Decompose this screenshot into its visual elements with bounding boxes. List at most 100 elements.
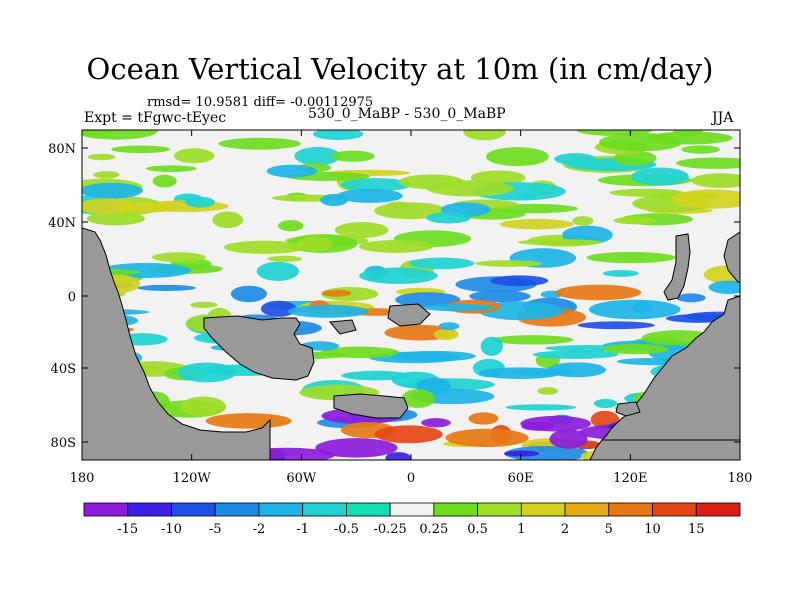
field-patch: [278, 220, 304, 232]
experiment-label: Expt = tFgwc-tEyec: [84, 110, 227, 126]
x-tick-label: 0: [407, 471, 415, 486]
field-patch: [313, 130, 364, 140]
field-patch: [503, 450, 540, 457]
colorbar-label: -5: [209, 522, 222, 537]
colorbar-label: 15: [688, 522, 705, 537]
field-patch: [572, 216, 594, 226]
field-patch: [469, 290, 531, 303]
field-patch: [294, 146, 341, 166]
field-patch: [190, 301, 218, 309]
colorbar-label: -10: [161, 522, 182, 537]
colorbar-box: [258, 502, 304, 517]
field-patch: [111, 145, 171, 154]
colorbar-label: 5: [605, 522, 613, 537]
field-patch: [490, 275, 549, 287]
field-patch: [438, 322, 460, 331]
field-patch: [297, 236, 333, 252]
land-patch-left: [329, 319, 357, 335]
field-patch: [260, 300, 297, 317]
field-patch: [315, 438, 398, 458]
field-patch: [613, 216, 657, 225]
colorbar-box: [83, 502, 129, 517]
field-patch: [671, 189, 740, 209]
x-tick-label: 120W: [173, 471, 212, 486]
colorbar-box: [127, 502, 172, 517]
colorbar-box: [564, 502, 610, 517]
field-patch: [395, 292, 461, 308]
field-patch: [421, 303, 495, 312]
y-tick-label: 80N: [48, 142, 76, 157]
colorbar-box: [520, 502, 566, 517]
land-north-america: [82, 227, 271, 460]
field-patch: [93, 171, 120, 179]
land-masses: [82, 227, 740, 460]
colorbar-box: [608, 502, 653, 517]
x-tick-label: 180: [70, 471, 95, 486]
field-patch: [468, 412, 499, 425]
field-patch: [609, 188, 685, 197]
field-patch: [520, 415, 592, 432]
colorbar-label: 0.25: [419, 522, 448, 537]
season-label: JJA: [712, 110, 734, 126]
colorbar-box: [477, 502, 522, 517]
colorbar: -15 -10 -5 -2 -1 -0.5 -0.25 0.25 0.5 1 2 5 10 15: [83, 502, 741, 537]
field-patch: [549, 429, 588, 449]
field-patch: [602, 343, 669, 355]
field-patch: [708, 280, 740, 294]
field-patch: [555, 284, 642, 301]
field-patch: [392, 350, 476, 362]
colorbar-box: [389, 502, 435, 517]
land-island-center: [333, 393, 409, 419]
field-patch: [613, 150, 657, 166]
field-patch: [180, 396, 227, 417]
x-tick-label: 120E: [613, 471, 647, 486]
field-patch: [516, 193, 538, 200]
field-patch: [691, 173, 740, 189]
field-patch: [426, 212, 471, 224]
land-strip-northeast: [663, 233, 691, 301]
field-patch: [517, 239, 603, 246]
field-patch: [681, 145, 720, 154]
field-patch: [474, 260, 543, 267]
x-tick-label: 60E: [508, 471, 534, 486]
field-patch: [532, 350, 619, 359]
y-axis: 80N 40N 0 40S 80S: [48, 142, 740, 451]
land-continent-block: [203, 315, 315, 381]
colorbar-label: -15: [117, 522, 138, 537]
field-patch: [287, 304, 369, 318]
field-patch: [177, 362, 237, 383]
colorbar-label: -2: [253, 522, 266, 537]
field-patch: [358, 239, 434, 253]
field-patch: [480, 336, 504, 356]
colorbar-label: -1: [296, 522, 309, 537]
colorbar-box: [171, 502, 216, 517]
colorbar-label: 1: [517, 522, 525, 537]
field-patch: [266, 164, 318, 178]
field-patch: [631, 167, 689, 186]
field-patch: [505, 404, 577, 411]
field-patch: [647, 131, 733, 145]
field-patch: [340, 178, 412, 192]
chart-title: Ocean Vertical Velocity at 10m (in cm/da…: [86, 52, 714, 86]
field-patch: [586, 251, 676, 264]
field-patch: [676, 293, 706, 303]
field-patch: [267, 255, 303, 262]
field-patch: [320, 193, 348, 207]
field-patch: [151, 252, 206, 263]
field-patch: [374, 425, 443, 444]
field-patch: [409, 257, 475, 270]
field-patch: [491, 335, 574, 345]
field-patch: [205, 413, 292, 429]
field-patch: [359, 267, 438, 285]
y-tick-label: 80S: [51, 436, 76, 451]
x-tick-label: 180: [728, 471, 753, 486]
colorbar-box: [302, 502, 347, 517]
field-patch: [152, 174, 177, 188]
y-tick-label: 0: [68, 290, 76, 305]
field-patch: [82, 130, 159, 140]
field-patch: [321, 289, 352, 297]
field-patch: [336, 188, 403, 203]
center-label: 530_0_MaBP - 530_0_MaBP: [308, 106, 506, 122]
field-patch: [145, 165, 197, 172]
